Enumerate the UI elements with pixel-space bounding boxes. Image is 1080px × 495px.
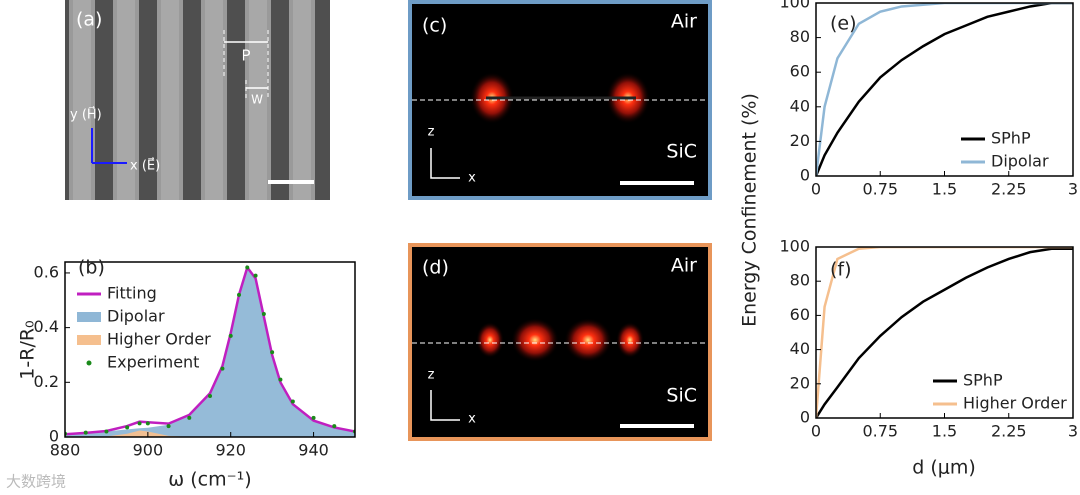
line <box>65 264 355 436</box>
width-label: W <box>251 93 263 107</box>
y-tick-label: 100 <box>779 0 810 12</box>
y-tick-label: 100 <box>779 237 810 256</box>
axis-label: z <box>428 125 435 140</box>
axes-frame <box>64 261 356 438</box>
panel-label: (b) <box>78 257 105 279</box>
legend-swatch <box>86 360 92 366</box>
legend-label: Higher Order <box>963 394 1067 413</box>
point <box>290 399 295 404</box>
x-tick-label: 0.75 <box>862 422 898 441</box>
line <box>816 3 1073 176</box>
x-tick-label: 1.5 <box>932 180 957 199</box>
x-tick-label: 3 <box>1068 180 1078 199</box>
y-tick-label: 40 <box>790 339 810 358</box>
y-tick-label: 60 <box>790 62 810 81</box>
y-axis-title: Energy Confinement (%) <box>739 93 761 327</box>
panel-label: (c) <box>422 15 447 37</box>
field-map <box>408 0 712 200</box>
point <box>137 421 142 426</box>
panel-label: (a) <box>76 9 102 31</box>
plot-area <box>816 3 1073 176</box>
field-map <box>408 243 712 441</box>
x-tick-label: 0 <box>811 180 821 199</box>
line <box>816 3 1073 176</box>
point <box>187 415 192 420</box>
y-tick-label: 0.2 <box>34 372 59 391</box>
period-label: P <box>241 47 250 65</box>
sem-image <box>65 0 330 200</box>
legend-label: Fitting <box>107 284 157 303</box>
x-axis-label: x (E⃗) <box>130 157 160 173</box>
y-tick-label: 0 <box>800 408 810 427</box>
panel-label: (d) <box>422 257 449 279</box>
point <box>245 265 250 270</box>
y-tick-label: 0.6 <box>34 262 59 281</box>
panel-label: (e) <box>830 13 857 35</box>
legend-label: Experiment <box>107 353 199 372</box>
x-tick-label: 920 <box>215 441 246 460</box>
x-tick-label: 1.5 <box>932 422 957 441</box>
point <box>270 350 275 355</box>
point <box>261 311 266 316</box>
y-tick-label: 0.4 <box>34 317 59 336</box>
point <box>83 430 88 435</box>
axis-label: z <box>428 368 435 383</box>
x-axis-title: d (μm) <box>912 457 976 479</box>
y-tick-label: 40 <box>790 96 810 115</box>
panel-label: (f) <box>830 259 852 281</box>
y-tick-label: 20 <box>790 373 810 392</box>
medium-label: SiC <box>666 141 697 163</box>
legend-swatch <box>77 335 101 345</box>
legend-label: Higher Order <box>107 330 211 349</box>
point <box>237 292 241 297</box>
x-tick-label: 3 <box>1068 422 1078 441</box>
x-tick-label: 0 <box>811 422 821 441</box>
x-tick-label: 2.25 <box>991 422 1027 441</box>
legend-label: SPhP <box>963 371 1003 390</box>
axes-frame <box>815 246 1074 419</box>
point <box>253 273 258 278</box>
point <box>166 424 171 429</box>
point <box>228 333 233 338</box>
legend-label: Dipolar <box>991 152 1049 171</box>
point <box>208 393 212 398</box>
legend-label: Dipolar <box>107 307 165 326</box>
y-tick-label: 60 <box>790 305 810 324</box>
axis-label: x <box>468 412 476 427</box>
point <box>145 421 150 426</box>
x-tick-label: 2.25 <box>991 180 1027 199</box>
point <box>311 415 316 420</box>
line <box>816 247 1073 418</box>
point <box>125 425 130 430</box>
y-tick-label: 0 <box>800 166 810 185</box>
legend-label: SPhP <box>991 129 1031 148</box>
y-axis-title: 1-R/R₀ <box>17 320 39 379</box>
y-tick-label: 20 <box>790 131 810 150</box>
point <box>104 429 109 434</box>
medium-label: Air <box>671 255 697 277</box>
axis-label: x <box>468 171 476 186</box>
area <box>65 430 355 437</box>
x-tick-label: 0.75 <box>862 180 898 199</box>
line <box>816 247 1073 418</box>
medium-label: SiC <box>666 385 697 407</box>
y-tick-label: 80 <box>790 271 810 290</box>
x-tick-label: 940 <box>298 441 329 460</box>
area <box>65 267 355 437</box>
x-tick-label: 880 <box>50 441 81 460</box>
plot-area <box>816 247 1073 418</box>
point <box>278 377 283 382</box>
x-axis-title: ω (cm⁻¹) <box>168 469 251 491</box>
medium-label: Air <box>671 11 697 33</box>
legend-swatch <box>77 312 101 322</box>
point <box>332 424 337 429</box>
point <box>220 366 225 371</box>
x-tick-label: 900 <box>133 441 164 460</box>
y-tick-label: 0 <box>49 427 59 446</box>
plot-area <box>65 264 355 437</box>
y-axis-label: y (H⃗) <box>70 106 102 122</box>
y-tick-label: 80 <box>790 27 810 46</box>
watermark: 大数跨境 <box>6 473 66 491</box>
